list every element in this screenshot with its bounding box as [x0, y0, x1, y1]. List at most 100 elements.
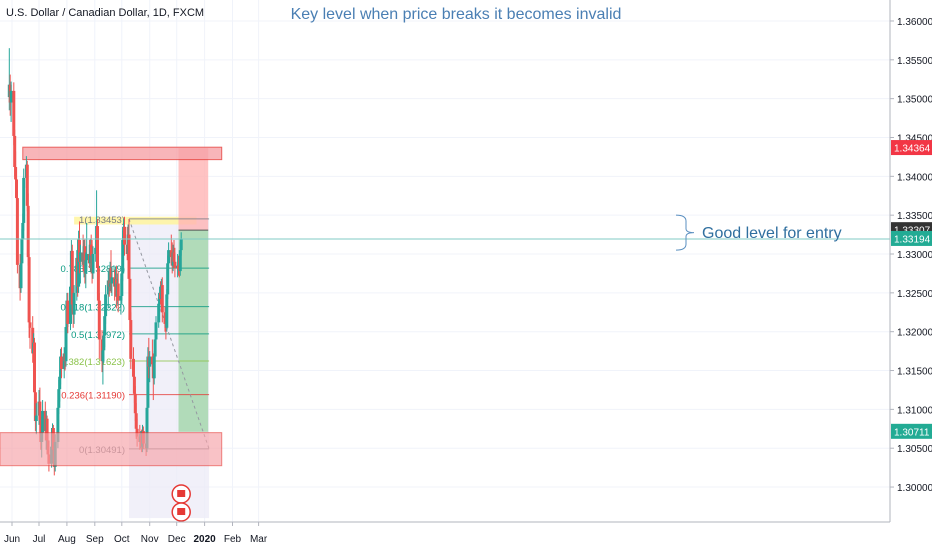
candle-body — [96, 226, 99, 268]
time-tick-label: Nov — [141, 534, 159, 545]
candle — [15, 191, 19, 274]
candle-body — [96, 267, 100, 301]
candle-body — [78, 252, 82, 262]
candle — [179, 232, 183, 256]
price-axis[interactable]: 1.36000 1.35500 1.35000 1.34500 1.34000 1.335… — [890, 17, 932, 494]
candle-body — [85, 254, 89, 261]
candle-body — [38, 401, 42, 421]
candle — [85, 222, 89, 272]
candle-body — [21, 222, 25, 239]
candle-body — [70, 250, 74, 305]
event-icon-flag — [177, 508, 186, 515]
candle — [33, 337, 36, 401]
price-tick-label: 1.34500 — [897, 133, 932, 144]
candle-body — [57, 389, 61, 408]
time-axis[interactable]: Jun Jul Aug Sep Oct Nov Dec 2020 Feb Mar — [4, 522, 268, 545]
time-axis-bg — [0, 522, 932, 550]
candle-body — [28, 322, 32, 328]
candle — [167, 242, 171, 268]
candle — [106, 271, 110, 309]
price-tick-label: 1.30000 — [897, 483, 932, 494]
candle-body — [123, 226, 126, 245]
candle-body — [134, 413, 138, 429]
candle-body — [91, 254, 95, 274]
time-tick-label: Jun — [4, 534, 20, 545]
price-tick-label: 1.31500 — [897, 367, 932, 378]
candle — [60, 347, 63, 379]
candle-body — [173, 261, 177, 268]
candle-body — [34, 415, 38, 422]
candle-body — [110, 277, 114, 284]
candle-body — [106, 280, 110, 295]
candle-body — [160, 285, 164, 313]
candle — [91, 246, 95, 279]
event-icon-flag — [177, 490, 186, 497]
candle-body — [72, 292, 76, 315]
candle-body — [127, 234, 131, 279]
event-icon — [171, 484, 191, 504]
time-tick-label: Aug — [58, 534, 76, 545]
price-tick-label: 1.34000 — [897, 172, 932, 183]
candle — [69, 278, 72, 331]
time-tick-label: Jul — [33, 534, 46, 545]
price-tick-label: 1.31000 — [897, 405, 932, 416]
candle-body — [25, 164, 29, 206]
candle-body — [154, 322, 158, 340]
price-tag-bg — [891, 230, 932, 246]
candle-body — [41, 410, 45, 433]
candle-body — [69, 286, 72, 324]
price-tag: 1.34364 — [891, 140, 932, 156]
take-profit-zone — [178, 230, 209, 432]
fib-label: 0.236(1.31190) — [61, 391, 125, 402]
price-tick-label: 1.32500 — [897, 289, 932, 300]
fib-label: 0.618(1.32322) — [61, 303, 125, 314]
candle-body — [31, 327, 35, 354]
candle-body — [178, 250, 182, 272]
candle — [31, 316, 35, 363]
candle — [78, 244, 82, 284]
candle — [154, 316, 158, 346]
candle — [22, 168, 26, 231]
price-tag-label: 1.33194 — [894, 234, 931, 245]
candle — [129, 312, 133, 369]
candle — [26, 193, 30, 266]
candle — [78, 221, 81, 274]
candle-body — [177, 265, 180, 270]
candle-body — [77, 240, 81, 287]
candle-body — [179, 238, 183, 251]
candle-body — [9, 90, 13, 103]
resistance-zone — [22, 146, 223, 161]
candle-body — [56, 407, 60, 442]
price-tag-label: 1.30711 — [894, 427, 930, 438]
candle-body — [97, 300, 101, 340]
price-tag: 1.30711 — [891, 423, 932, 439]
candle-body — [104, 294, 108, 317]
candle-body — [109, 267, 113, 284]
candle-body — [120, 273, 124, 296]
support-zone — [0, 432, 223, 467]
entry-annotation: Good level for entry — [702, 225, 842, 242]
candle-body — [22, 177, 26, 223]
candle-body — [64, 327, 68, 362]
price-tick-label: 1.30500 — [897, 444, 932, 455]
candle — [123, 216, 126, 256]
candle-body — [165, 294, 169, 328]
candle-body — [60, 356, 63, 369]
candle-body — [166, 263, 170, 295]
overlay-drawings — [0, 214, 890, 522]
candle-body — [27, 257, 31, 323]
candle-body — [89, 244, 93, 256]
candle-body — [20, 238, 24, 264]
candle-body — [132, 358, 135, 377]
candles — [7, 48, 183, 476]
candle — [12, 82, 16, 146]
price-tag: 1.33194 — [891, 230, 932, 246]
candle-body — [78, 240, 81, 262]
candle-body — [133, 393, 137, 414]
candle — [152, 351, 156, 385]
chart-title: Key level when price breaks it becomes i… — [291, 6, 622, 23]
fib-label: 1(1.33453) — [79, 215, 125, 226]
candle-body — [132, 376, 136, 394]
